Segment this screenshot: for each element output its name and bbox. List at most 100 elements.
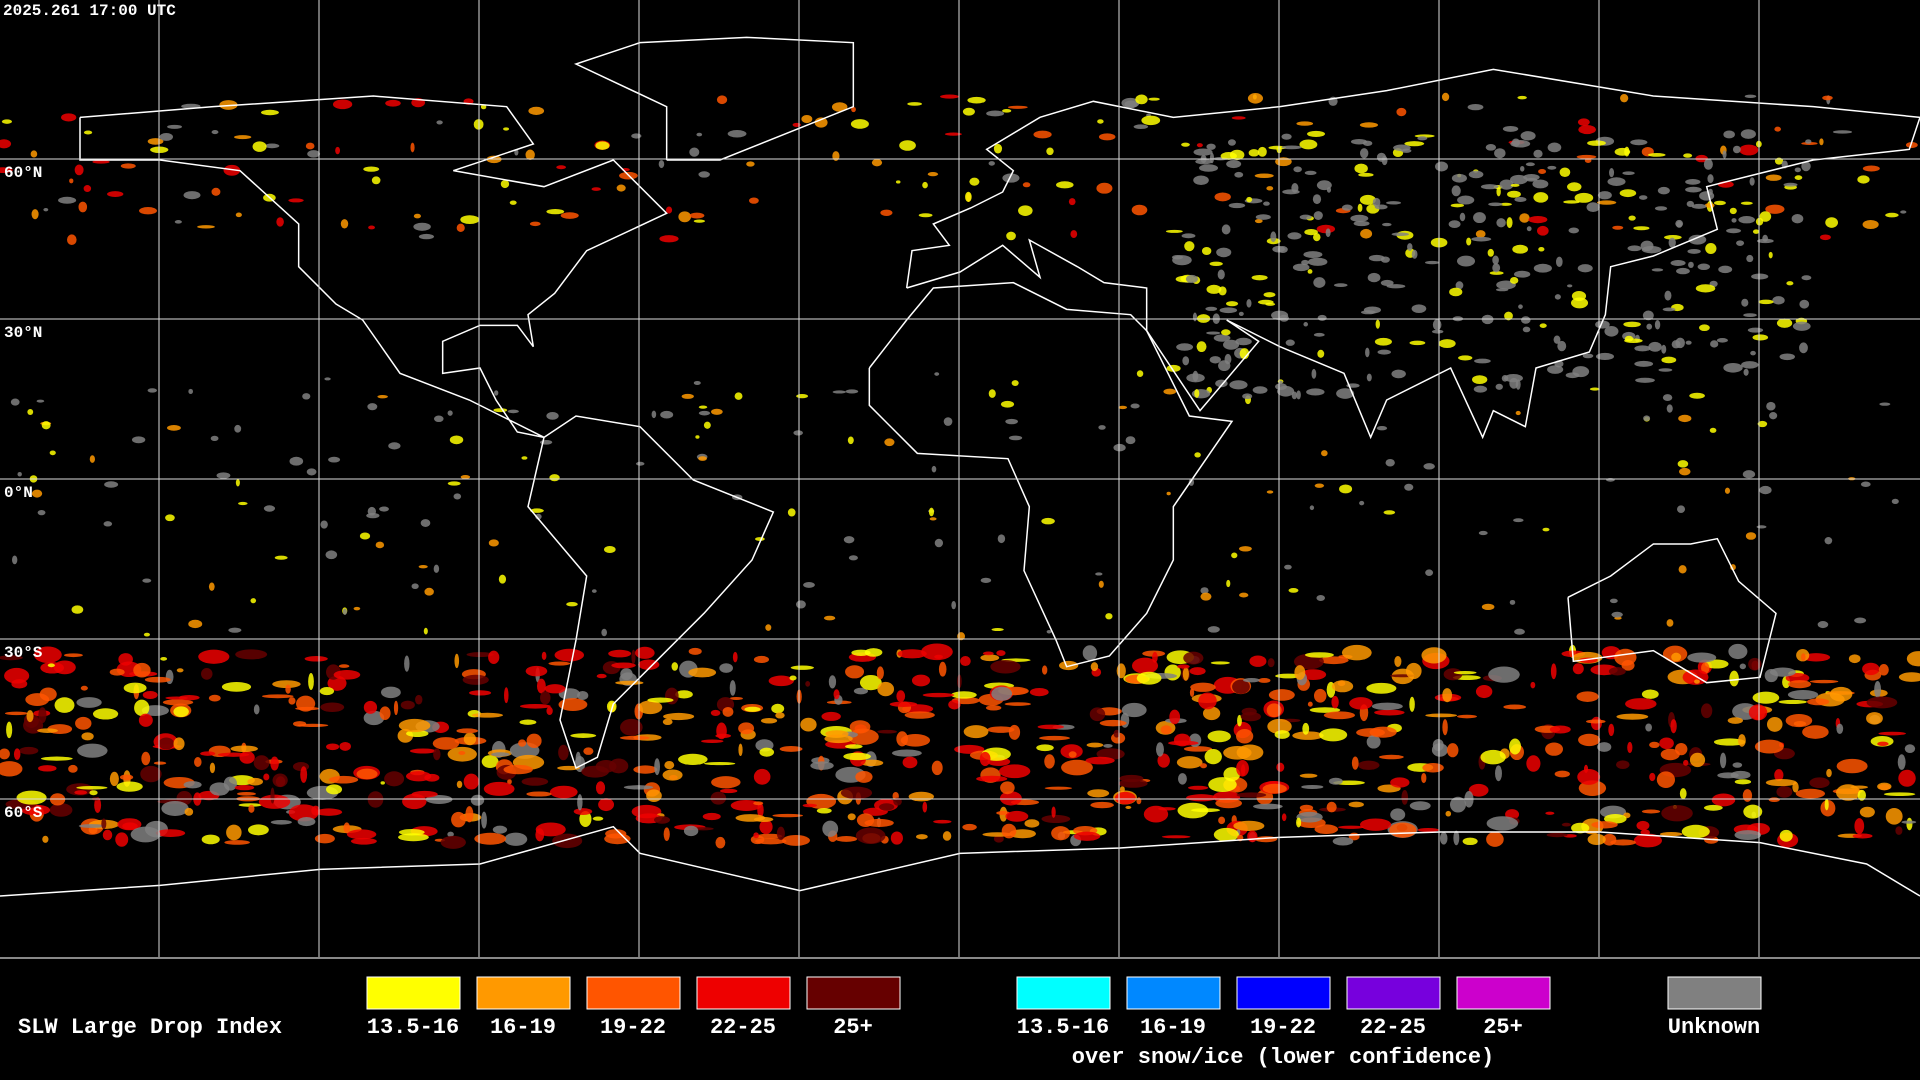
cloud-patch [1571,291,1587,302]
cloud-patch [1309,707,1341,713]
cloud-patch [1163,388,1177,395]
cloud-patch [1769,412,1778,420]
cloud-patch [1741,298,1749,307]
lat-label: 30°S [4,644,43,662]
cloud-patch [1624,146,1630,157]
cloud-patch [1877,782,1892,791]
cloud-patch [1746,254,1754,263]
cloud-patch [753,768,771,785]
cloud-patch [921,643,953,661]
cloud-patch [1750,350,1756,356]
cloud-patch [1450,203,1465,208]
cloud-patch [31,209,39,220]
cloud-patch [1486,831,1504,847]
cloud-patch [504,832,528,846]
cloud-patch [1380,279,1394,287]
cloud-patch [247,777,263,786]
cloud-patch [698,410,711,416]
cloud-patch [711,408,723,415]
cloud-patch [1740,129,1756,139]
cloud-patch [1193,148,1213,156]
cloud-patch [158,737,175,750]
cloud-patch [1520,131,1536,141]
cloud-patch [1462,837,1478,846]
cloud-patch [371,176,381,185]
cloud-patch [402,793,427,810]
cloud-patch [1645,723,1652,732]
cloud-patch [159,132,174,141]
cloud-patch [173,706,189,718]
cloud-patch [1634,360,1654,367]
cloud-patch [1724,487,1731,494]
cloud-patch [1177,802,1209,819]
cloud-patch [1885,212,1899,218]
cloud-patch [1002,109,1012,113]
cloud-patch [1836,723,1844,734]
cloud-patch [1616,713,1649,720]
cloud-patch [1307,130,1326,137]
cloud-patch [447,410,453,416]
cloud-patch [1118,405,1128,410]
cloud-patch [1374,709,1405,716]
cloud-patch [165,696,188,700]
cloud-patch [1530,681,1536,689]
cloud-patch [1536,225,1549,236]
cloud-patch [631,133,642,139]
cloud-patch [320,702,345,712]
cloud-patch [400,700,415,710]
cloud-patch [118,653,133,666]
cloud-patch [1906,817,1913,831]
cloud-patch [49,803,73,817]
cloud-patch [544,684,566,694]
cloud-patch [967,96,986,104]
cloud-patch [488,650,500,664]
cloud-patch [1809,777,1830,789]
cloud-patch [385,99,401,107]
cloud-patch [78,201,88,213]
cloud-patch [1546,832,1568,838]
cloud-patch [27,408,34,415]
cloud-patch [1609,598,1618,604]
cloud-patch [1723,130,1735,139]
cloud-patch [1758,299,1774,305]
cloud-patch [864,648,883,657]
cloud-patch [1299,139,1318,150]
cloud-patch [1004,702,1032,706]
cloud-patch [710,709,721,716]
cloud-patch [1422,762,1444,773]
cloud-patch [1805,139,1812,144]
cloud-patch [1585,719,1606,724]
cloud-patch [1182,356,1190,366]
cloud-patch [1252,386,1268,394]
legend-label: 22-25 [1360,1015,1426,1040]
cloud-patch [234,784,255,791]
cloud-patch [1008,435,1023,441]
cloud-patch [1200,763,1207,769]
cloud-patch [1532,179,1549,189]
cloud-patch [948,699,961,710]
cloud-patch [1236,760,1249,777]
cloud-patch [1407,243,1413,251]
cloud-patch [526,733,542,748]
cloud-patch [1576,691,1599,702]
cloud-patch [1194,452,1201,458]
cloud-patch [1802,725,1829,739]
cloud-patch [849,720,871,734]
cloud-patch [226,824,242,841]
cloud-patch [1729,670,1739,687]
cloud-patch [433,748,441,761]
cloud-patch [1683,759,1689,766]
cloud-patch [460,215,480,225]
cloud-patch [1474,358,1491,364]
cloud-patch [1734,779,1752,785]
cloud-patch [1699,191,1715,201]
cloud-patch [951,601,957,610]
cloud-patch [1270,231,1277,243]
cloud-patch [1317,314,1327,321]
cloud-patch [1099,719,1127,727]
cloud-patch [1646,323,1653,330]
cloud-patch [796,600,806,609]
cloud-patch [102,829,113,841]
cloud-patch [1097,119,1104,124]
legend-label: 25+ [1483,1015,1523,1040]
